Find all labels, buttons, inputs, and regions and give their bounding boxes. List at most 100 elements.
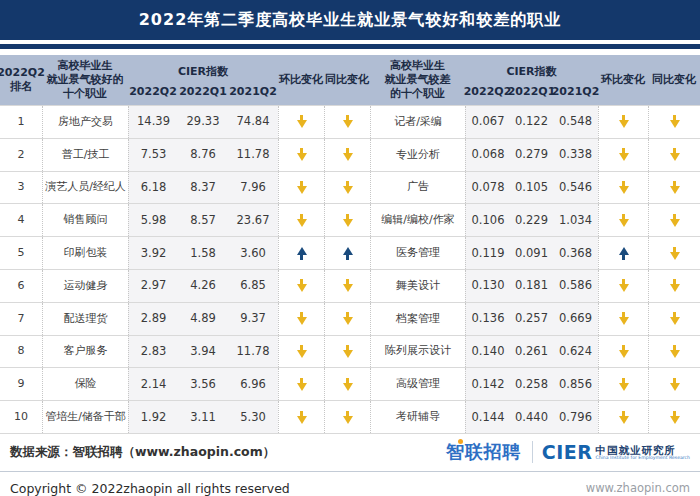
index-cell: 7.53 [128, 139, 178, 171]
index-cell: 0.091 [510, 237, 553, 269]
trend-cell-down [324, 139, 370, 171]
index-cell: 0.257 [510, 303, 553, 335]
index-cell: 0.067 [465, 106, 510, 138]
index-cell: 29.33 [178, 106, 228, 138]
index-cell: 0.105 [510, 172, 553, 204]
trend-up-icon [619, 247, 629, 260]
trend-cell-down [324, 270, 370, 302]
data-source-text: 数据来源：智联招聘（www.zhaopin.com） [10, 444, 275, 461]
index-cell: 0.258 [510, 368, 553, 400]
trend-down-icon [619, 378, 629, 391]
index-cell: 0.229 [510, 204, 553, 236]
trend-down-icon [619, 312, 629, 325]
table-body: 1房地产交易14.3929.3374.84记者/采编0.0670.1220.54… [0, 105, 700, 434]
table-header: 2022Q2 排名 高校毕业生 就业景气较好的 十个职业 CIER指数 2022… [0, 55, 700, 105]
trend-down-icon [670, 411, 680, 424]
index-cell: 0.856 [553, 368, 598, 400]
trend-down-icon [297, 378, 307, 391]
index-cell: 0.078 [465, 172, 510, 204]
trend-cell-down [278, 401, 324, 433]
mom-change-header-left: 环比变化 [278, 55, 324, 105]
index-cell: 5.30 [228, 401, 278, 433]
trend-cell-down [278, 172, 324, 204]
index-cell: 11.78 [228, 336, 278, 368]
cier-index-header-right: CIER指数 [465, 65, 598, 79]
trend-cell-down [598, 204, 648, 236]
trend-down-icon [297, 115, 307, 128]
cier-index-header-left: CIER指数 [128, 65, 278, 79]
cier-logo-text: CIER [542, 441, 593, 463]
trend-cell-down [648, 303, 700, 335]
index-cell: 6.18 [128, 172, 178, 204]
index-cell: 0.142 [465, 368, 510, 400]
trend-cell-down [598, 401, 648, 433]
quarter-header: 2022Q1 [178, 79, 228, 105]
trend-down-icon [343, 279, 353, 292]
index-cell: 8.76 [178, 139, 228, 171]
rank-cell: 5 [0, 237, 42, 269]
trend-down-icon [297, 411, 307, 424]
index-cell: 3.92 [128, 237, 178, 269]
trend-cell-down [598, 106, 648, 138]
index-cell: 0.136 [465, 303, 510, 335]
index-cell: 3.56 [178, 368, 228, 400]
trend-cell-down [648, 172, 700, 204]
trend-cell-down [648, 368, 700, 400]
index-cell: 0.181 [510, 270, 553, 302]
index-cell: 1.034 [553, 204, 598, 236]
trend-down-icon [670, 148, 680, 161]
quarter-header: 2022Q2 [465, 79, 510, 105]
trend-cell-down [324, 303, 370, 335]
trend-cell-down [598, 139, 648, 171]
index-cell: 0.106 [465, 204, 510, 236]
rank-cell: 9 [0, 368, 42, 400]
trend-cell-up [278, 237, 324, 269]
trend-up-icon [343, 247, 353, 260]
index-cell: 11.78 [228, 139, 278, 171]
index-cell: 0.119 [465, 237, 510, 269]
trend-cell-down [324, 336, 370, 368]
occupation-cell: 运动健身 [42, 270, 128, 302]
footer-copyright-row: Copyright © 2022zhaopin all rights reser… [0, 472, 700, 496]
trend-down-icon [297, 279, 307, 292]
trend-up-icon [297, 247, 307, 260]
occupation-cell: 印刷包装 [42, 237, 128, 269]
quarter-header: 2022Q2 [128, 79, 178, 105]
occupation-cell: 专业分析 [370, 139, 465, 171]
occupation-cell: 演艺人员/经纪人 [42, 172, 128, 204]
index-cell: 0.368 [553, 237, 598, 269]
trend-down-icon [619, 115, 629, 128]
rank-cell: 4 [0, 204, 42, 236]
trend-down-icon [343, 345, 353, 358]
rank-cell: 3 [0, 172, 42, 204]
trend-down-icon [297, 345, 307, 358]
copyright-text: Copyright © 2022zhaopin all rights reser… [10, 481, 290, 496]
occupation-cell: 陈列展示设计 [370, 336, 465, 368]
table-row: 5印刷包装3.921.583.60医务管理0.1190.0910.368 [0, 236, 700, 269]
trend-cell-down [278, 303, 324, 335]
rank-cell: 6 [0, 270, 42, 302]
trend-cell-down [648, 237, 700, 269]
index-cell: 2.14 [128, 368, 178, 400]
good-jobs-column-header: 高校毕业生 就业景气较好的 十个职业 [42, 55, 128, 105]
cier-institute-cn: 中国就业研究所 [595, 445, 690, 456]
trend-cell-down [324, 401, 370, 433]
trend-cell-down [278, 336, 324, 368]
index-cell: 3.60 [228, 237, 278, 269]
index-cell: 0.440 [510, 401, 553, 433]
index-cell: 14.39 [128, 106, 178, 138]
yoy-change-header-right: 同比变化 [648, 55, 700, 105]
index-cell: 2.83 [128, 336, 178, 368]
trend-down-icon [670, 214, 680, 227]
occupation-cell: 客户服务 [42, 336, 128, 368]
trend-down-icon [343, 378, 353, 391]
trend-down-icon [670, 312, 680, 325]
occupation-cell: 房地产交易 [42, 106, 128, 138]
index-cell: 2.89 [128, 303, 178, 335]
trend-cell-up [598, 237, 648, 269]
index-cell: 4.89 [178, 303, 228, 335]
trend-cell-down [278, 139, 324, 171]
index-cell: 2.97 [128, 270, 178, 302]
trend-down-icon [619, 148, 629, 161]
index-cell: 0.279 [510, 139, 553, 171]
